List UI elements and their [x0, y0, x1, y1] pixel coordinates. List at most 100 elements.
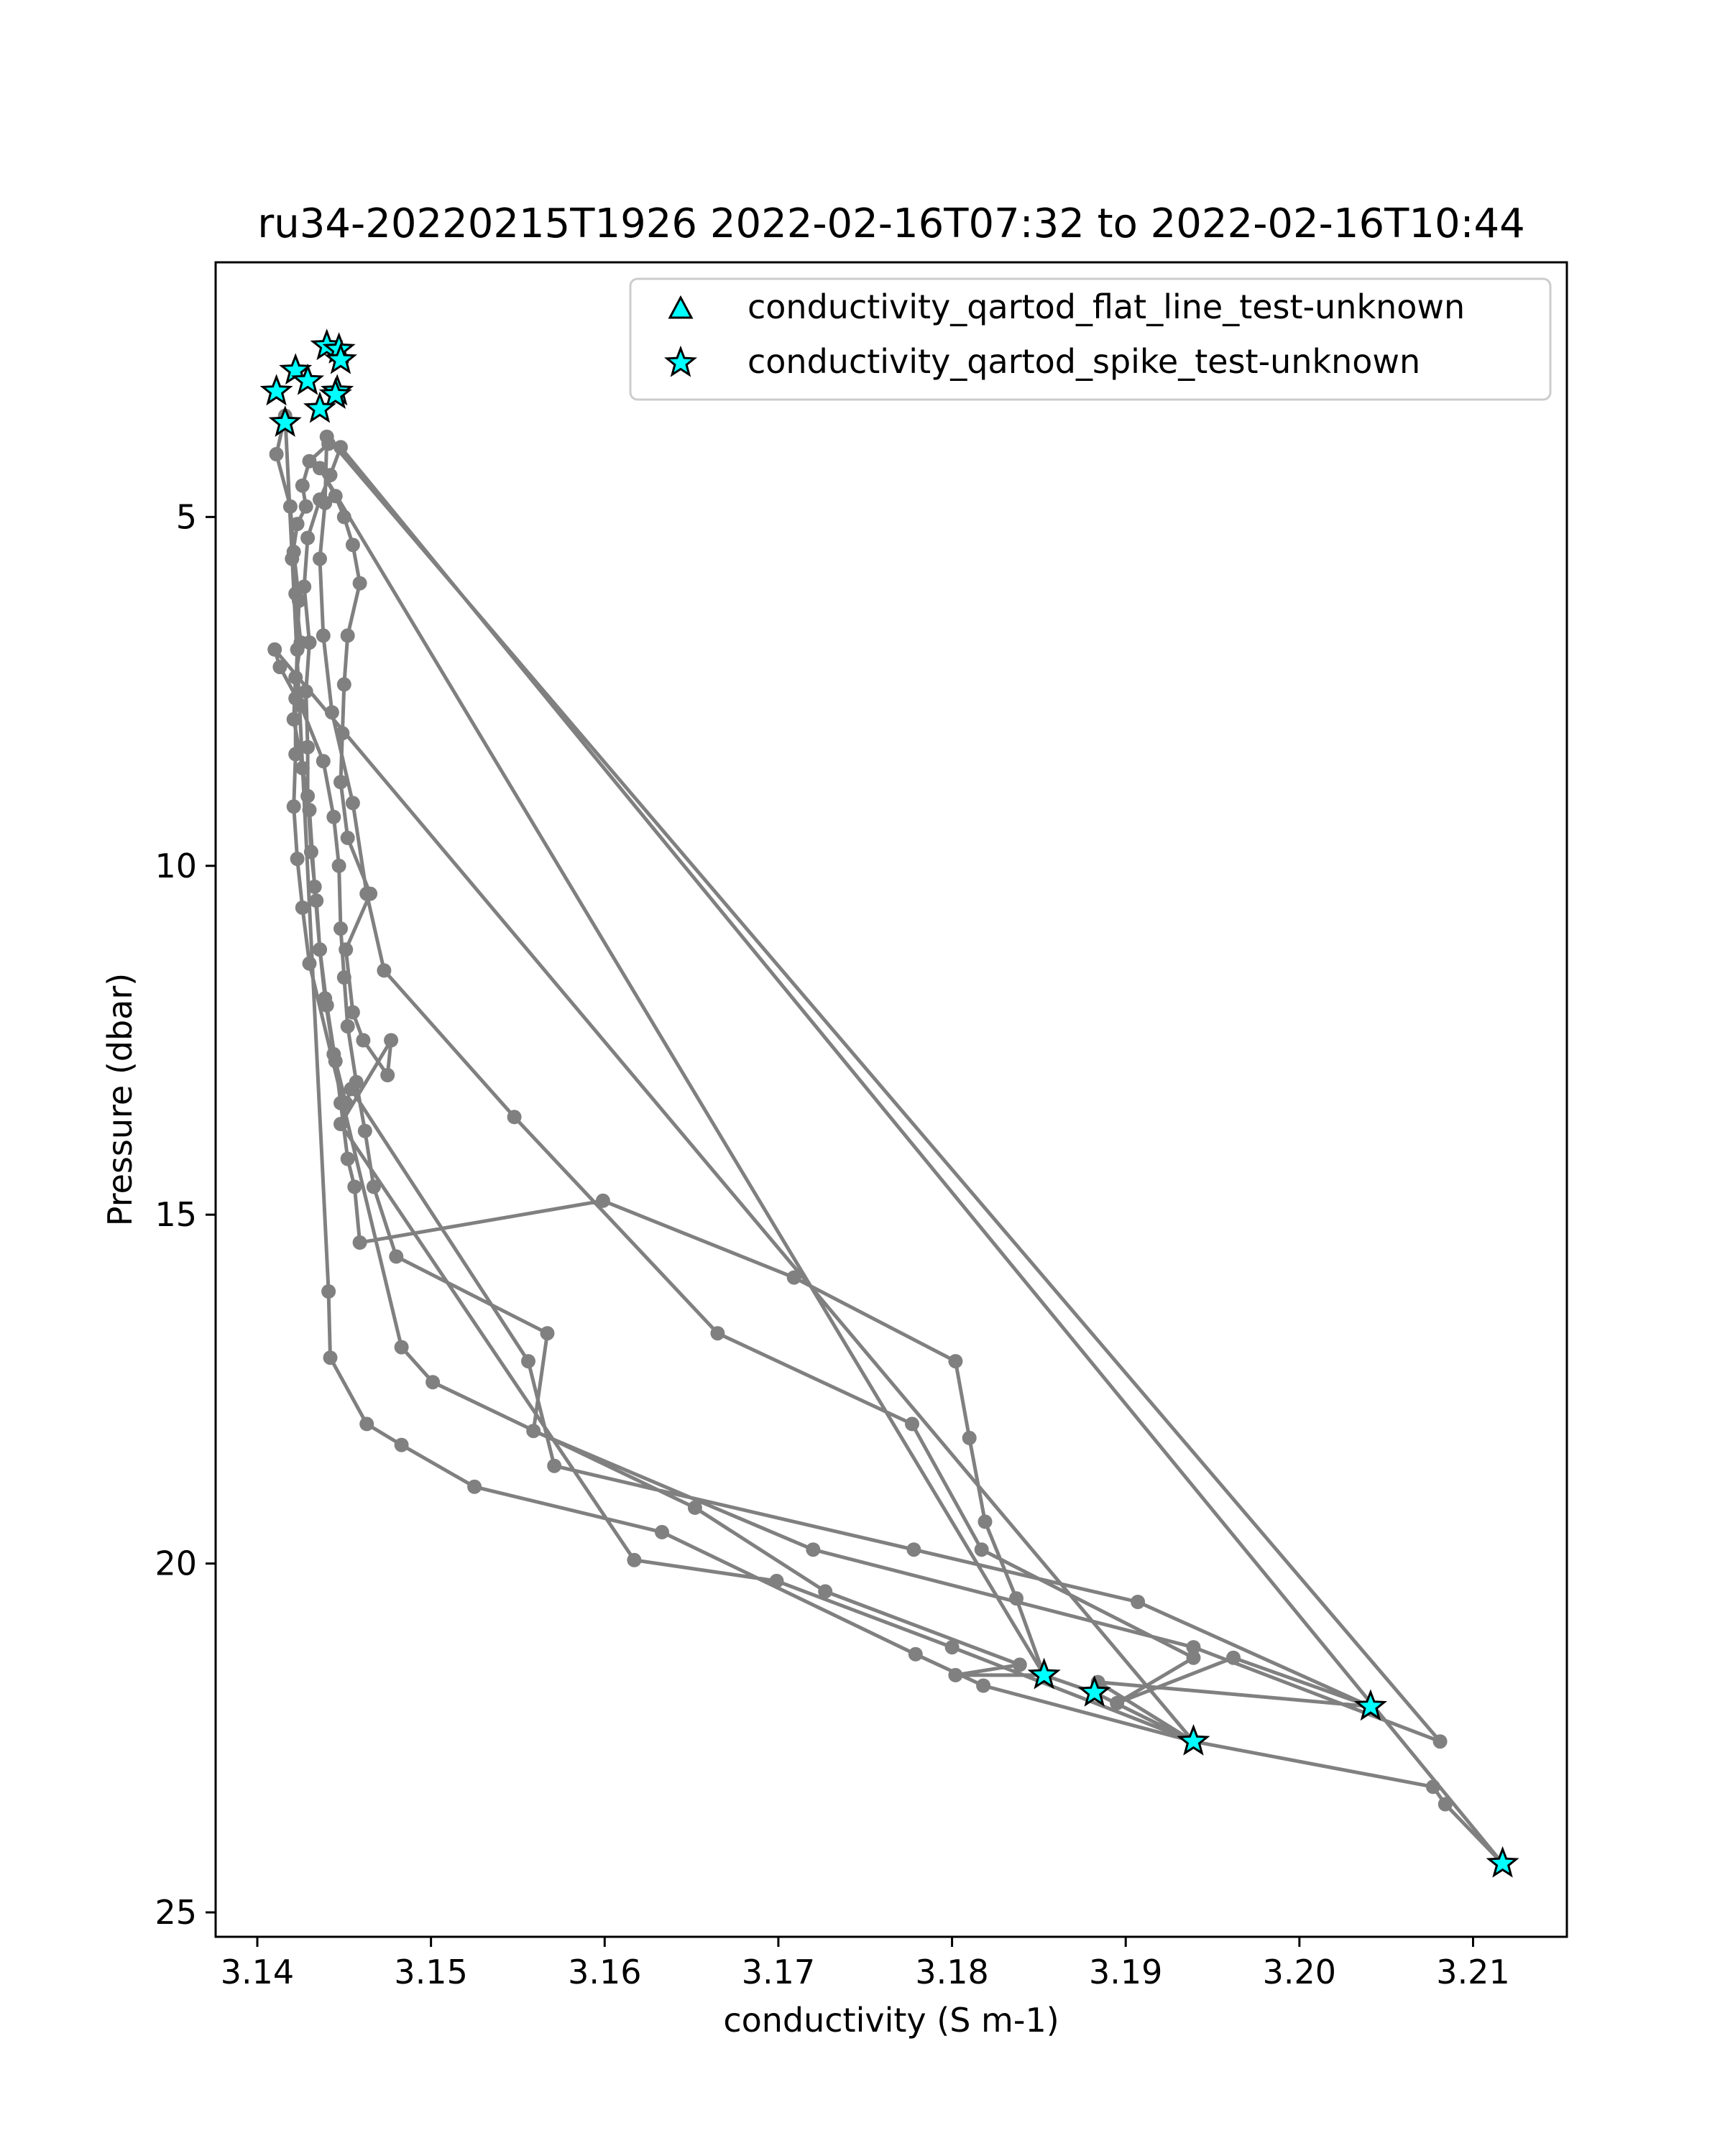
- data-point: [974, 1542, 989, 1557]
- data-point: [290, 517, 305, 532]
- data-point: [1438, 1797, 1453, 1812]
- spike-flag-star-marker: [1486, 1846, 1519, 1878]
- data-point: [547, 1458, 562, 1473]
- data-point: [313, 551, 327, 566]
- data-point: [302, 453, 317, 469]
- y-axis-ticks: 5 10 15 20 25: [155, 497, 216, 1932]
- data-point: [309, 893, 324, 908]
- data-point: [507, 1110, 522, 1125]
- plot-area: [214, 261, 1568, 1938]
- spike-flag-star-marker: [323, 342, 358, 374]
- data-point: [948, 1354, 963, 1369]
- data-point: [319, 429, 334, 444]
- legend-triangle-marker: [668, 295, 694, 319]
- data-point: [978, 1514, 993, 1529]
- data-point: [316, 754, 331, 769]
- y-axis-label: Pressure (dbar): [101, 973, 139, 1226]
- spike-flag-star-marker: [291, 363, 325, 395]
- data-point: [334, 1117, 348, 1131]
- data-point: [389, 1249, 404, 1264]
- data-point: [300, 530, 316, 545]
- data-point: [1425, 1779, 1440, 1795]
- data-point: [295, 900, 310, 915]
- data-point: [905, 1416, 919, 1432]
- data-point: [334, 440, 348, 455]
- spike-flag-star-marker: [1077, 1674, 1111, 1707]
- data-point: [300, 740, 316, 755]
- data-point: [359, 1416, 374, 1432]
- data-point: [359, 886, 374, 901]
- x-tick-label: 3.18: [915, 1953, 988, 1991]
- data-point: [340, 1019, 355, 1034]
- data-point: [336, 970, 351, 985]
- data-point: [336, 510, 351, 525]
- data-point: [295, 478, 310, 493]
- data-point: [384, 1033, 399, 1048]
- spike-flag-star-marker: [259, 374, 293, 406]
- data-point: [595, 1193, 610, 1208]
- legend-star-marker: [663, 345, 698, 377]
- data-point: [288, 747, 303, 762]
- data-point: [394, 1340, 409, 1355]
- data-point: [302, 956, 317, 971]
- data-point: [944, 1640, 960, 1655]
- data-point: [318, 991, 333, 1006]
- data-point: [331, 858, 346, 873]
- data-point: [1009, 1591, 1024, 1606]
- data-point: [293, 698, 308, 713]
- legend-box: [629, 277, 1552, 401]
- data-point: [345, 538, 360, 553]
- data-point: [1131, 1595, 1146, 1609]
- data-point: [336, 677, 351, 692]
- data-point: [303, 844, 318, 860]
- data-point: [272, 660, 288, 675]
- plot-series: [267, 408, 1510, 1871]
- data-point: [335, 726, 350, 741]
- data-point: [340, 830, 355, 845]
- data-point: [318, 495, 333, 510]
- spike-flag-star-marker: [303, 391, 337, 423]
- spike-flag-star-marker: [1027, 1657, 1061, 1690]
- data-point: [356, 1033, 371, 1048]
- data-point: [269, 447, 284, 461]
- data-point: [1110, 1695, 1125, 1710]
- data-point: [300, 788, 316, 803]
- spike-flag-star-marker: [318, 377, 352, 410]
- data-point: [290, 852, 305, 867]
- data-point: [316, 628, 331, 643]
- data-point: [687, 1500, 702, 1515]
- data-point: [334, 921, 348, 936]
- data-point: [345, 1005, 360, 1020]
- data-point: [288, 670, 303, 685]
- data-point: [786, 1270, 801, 1285]
- data-point: [339, 942, 354, 957]
- x-tick-label: 3.19: [1089, 1953, 1162, 1991]
- data-point: [282, 499, 298, 514]
- data-point: [906, 1542, 921, 1557]
- x-axis-ticks: 3.14 3.15 3.16 3.17 3.18 3.19 3.20 3.21: [221, 1937, 1510, 1991]
- data-point: [349, 1074, 364, 1089]
- data-point: [286, 799, 301, 814]
- data-point: [627, 1552, 642, 1567]
- data-point: [769, 1573, 784, 1588]
- spike-flag-star-marker: [268, 405, 302, 437]
- data-point: [1432, 1734, 1448, 1749]
- x-tick-label: 3.15: [394, 1953, 467, 1991]
- data-point: [377, 963, 392, 978]
- data-point: [521, 1354, 535, 1369]
- data-point: [323, 1350, 338, 1365]
- y-tick-label: 25: [155, 1893, 197, 1932]
- data-point: [292, 593, 306, 608]
- data-point: [710, 1326, 725, 1341]
- legend-label-flat-line-test: conductivity_qartod_flat_line_test-unkno…: [748, 287, 1465, 326]
- data-point: [380, 1068, 395, 1082]
- spike-flag-star-marker: [1177, 1723, 1210, 1756]
- data-point: [655, 1524, 669, 1539]
- data-point: [345, 796, 360, 811]
- data-point: [340, 1151, 355, 1166]
- plot-markers: [259, 328, 1519, 1878]
- data-point: [328, 489, 343, 504]
- x-tick-label: 3.14: [221, 1953, 294, 1991]
- y-tick-label: 5: [176, 497, 197, 536]
- data-point: [286, 711, 301, 727]
